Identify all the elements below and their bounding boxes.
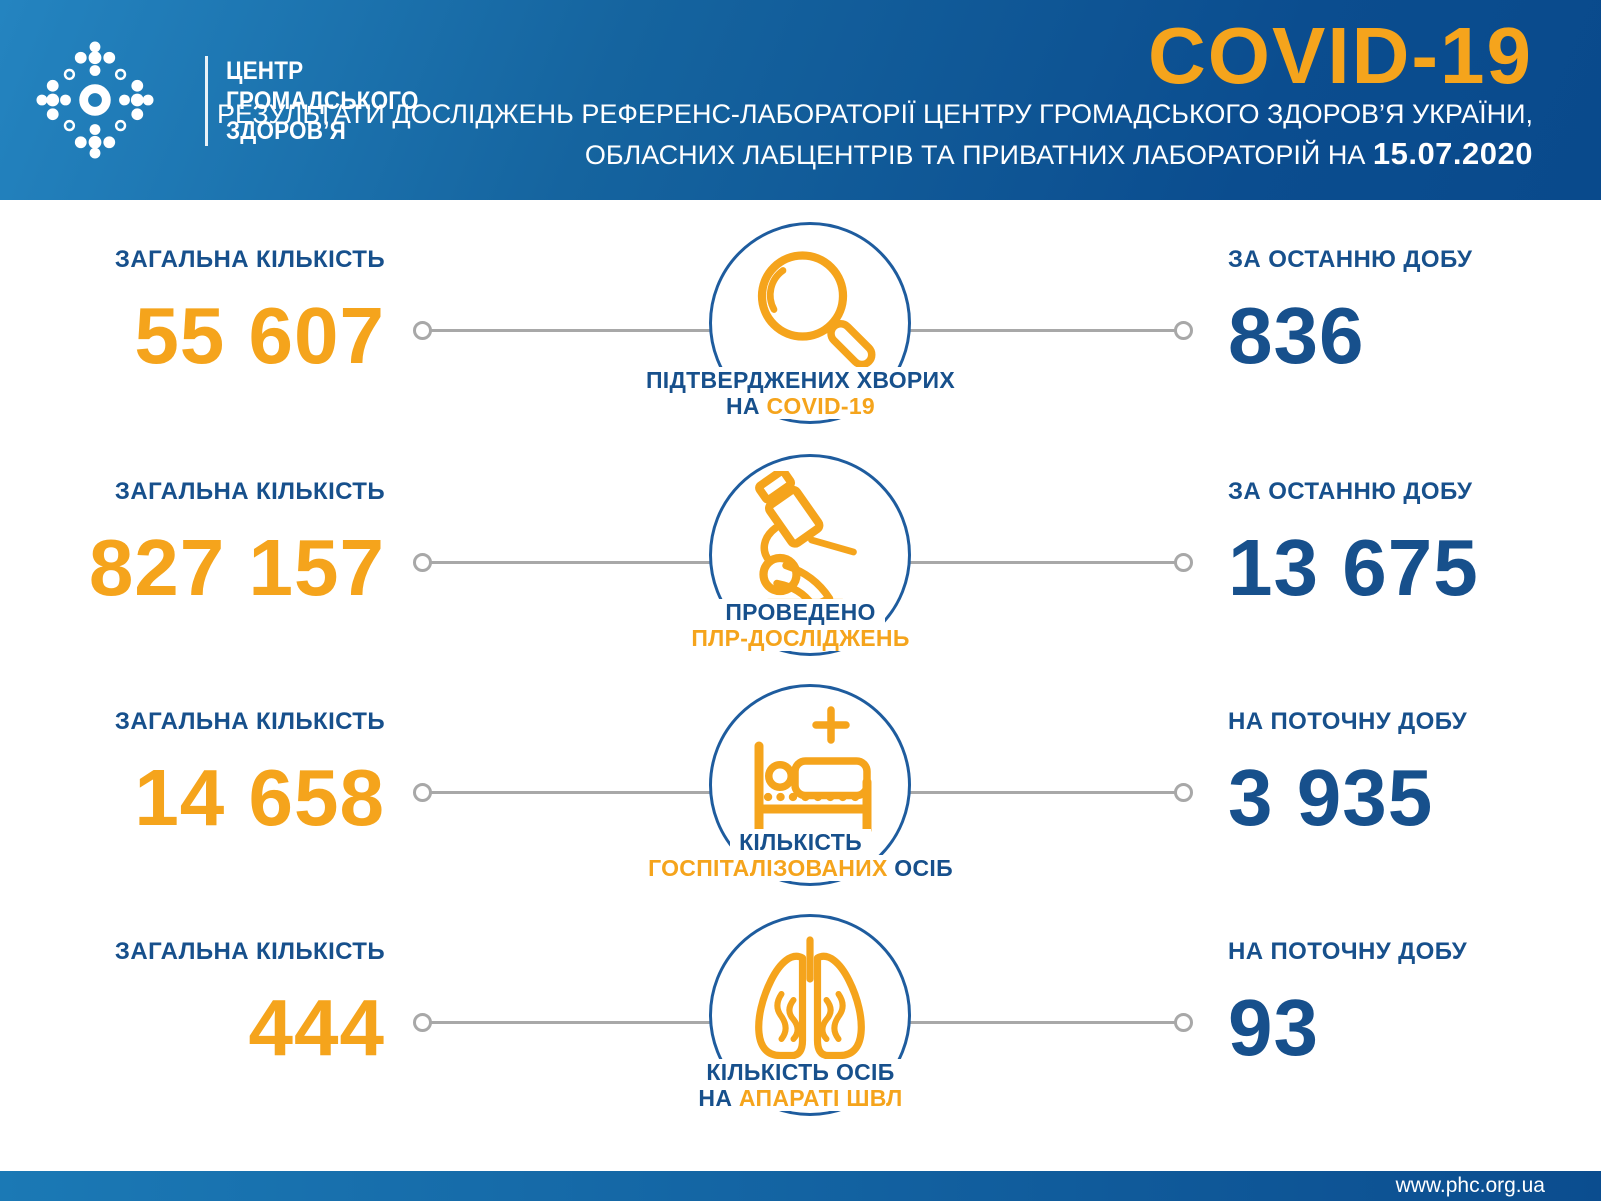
- report-date: 15.07.2020: [1372, 136, 1533, 171]
- caption-segment: КІЛЬКІСТЬ ОСІБ: [706, 1059, 895, 1085]
- period-value: 836: [1228, 291, 1365, 380]
- stat-row: ЗАГАЛЬНА КІЛЬКІСТЬ 55 607 ЗА ОСТАННЮ ДОБ…: [0, 208, 1601, 438]
- connector-endpoint-left: [413, 553, 432, 572]
- caption-line1: КІЛЬКІСТЬ ОСІБ: [0, 1059, 1601, 1085]
- caption-line1: КІЛЬКІСТЬ: [0, 829, 1601, 855]
- caption-segment: ПЛР-ДОСЛІДЖЕНЬ: [691, 625, 910, 651]
- period-value: 3 935: [1228, 753, 1434, 842]
- logo-separator: [205, 56, 208, 146]
- connector-endpoint-left: [413, 1013, 432, 1032]
- total-value: 55 607: [134, 291, 385, 380]
- subtitle-line2-text: ОБЛАСНИХ ЛАБЦЕНТРІВ ТА ПРИВАТНИХ ЛАБОРАТ…: [584, 140, 1373, 170]
- hospital-bed-icon: [735, 687, 885, 856]
- magnifier-icon: [735, 225, 885, 394]
- header-banner: ЦЕНТР ГРОМАДСЬКОГО ЗДОРОВ’Я COVID-19 РЕЗ…: [0, 0, 1601, 200]
- caption-segment: ГОСПІТАЛІЗОВАНИХ: [648, 855, 888, 881]
- subtitle-line1: РЕЗУЛЬТАТИ ДОСЛІДЖЕНЬ РЕФЕРЕНС-ЛАБОРАТОР…: [217, 99, 1533, 129]
- period-label: ЗА ОСТАННЮ ДОБУ: [1228, 478, 1473, 505]
- caption-segment: АПАРАТІ ШВЛ: [738, 1085, 903, 1111]
- lungs-icon: [735, 917, 885, 1086]
- total-label: ЗАГАЛЬНА КІЛЬКІСТЬ: [114, 708, 385, 735]
- footer-bar: www.phc.org.ua: [0, 1171, 1601, 1201]
- stat-row: ЗАГАЛЬНА КІЛЬКІСТЬ 14 658 НА ПОТОЧНУ ДОБ…: [0, 670, 1601, 900]
- period-label: НА ПОТОЧНУ ДОБУ: [1228, 938, 1468, 965]
- period-value: 13 675: [1228, 523, 1479, 612]
- org-name: ЦЕНТР ГРОМАДСЬКОГО ЗДОРОВ’Я: [226, 57, 419, 145]
- caption-segment: НА: [726, 393, 767, 419]
- phc-logo-icon: [36, 41, 154, 159]
- caption-segment: COVID-19: [766, 393, 875, 419]
- connector-endpoint-right: [1174, 1013, 1193, 1032]
- caption-segment: ПІДТВЕРДЖЕНИХ ХВОРИХ: [645, 367, 956, 393]
- subtitle-line2: ОБЛАСНИХ ЛАБЦЕНТРІВ ТА ПРИВАТНИХ ЛАБОРАТ…: [584, 136, 1533, 171]
- caption-line2: НА АПАРАТІ ШВЛ: [0, 1085, 1601, 1111]
- period-value: 93: [1228, 983, 1319, 1072]
- connector-endpoint-left: [413, 783, 432, 802]
- caption-segment: ОСІБ: [887, 855, 953, 881]
- connector-endpoint-right: [1174, 321, 1193, 340]
- total-value: 14 658: [134, 753, 385, 842]
- stat-row: ЗАГАЛЬНА КІЛЬКІСТЬ 827 157 ЗА ОСТАННЮ ДО…: [0, 440, 1601, 670]
- caption-segment: ПРОВЕДЕНО: [725, 599, 876, 625]
- period-label: НА ПОТОЧНУ ДОБУ: [1228, 708, 1468, 735]
- total-label: ЗАГАЛЬНА КІЛЬКІСТЬ: [114, 246, 385, 273]
- total-value: 444: [248, 983, 385, 1072]
- total-label: ЗАГАЛЬНА КІЛЬКІСТЬ: [114, 938, 385, 965]
- caption-line1: ПРОВЕДЕНО: [0, 599, 1601, 625]
- caption-line1: ПІДТВЕРДЖЕНИХ ХВОРИХ: [0, 367, 1601, 393]
- period-label: ЗА ОСТАННЮ ДОБУ: [1228, 246, 1473, 273]
- caption-line2: НА COVID-19: [0, 393, 1601, 419]
- caption-segment: КІЛЬКІСТЬ: [739, 829, 862, 855]
- total-label: ЗАГАЛЬНА КІЛЬКІСТЬ: [114, 478, 385, 505]
- page-title: COVID-19: [1148, 11, 1533, 100]
- website-url: www.phc.org.ua: [1395, 1174, 1545, 1197]
- connector-endpoint-right: [1174, 783, 1193, 802]
- connector-endpoint-left: [413, 321, 432, 340]
- stat-row: ЗАГАЛЬНА КІЛЬКІСТЬ 444 НА ПОТОЧНУ ДОБУ 9…: [0, 900, 1601, 1130]
- total-value: 827 157: [88, 523, 385, 612]
- caption-line2: ГОСПІТАЛІЗОВАНИХ ОСІБ: [0, 855, 1601, 881]
- caption-line2: ПЛР-ДОСЛІДЖЕНЬ: [0, 625, 1601, 651]
- connector-endpoint-right: [1174, 553, 1193, 572]
- caption-segment: НА: [698, 1085, 739, 1111]
